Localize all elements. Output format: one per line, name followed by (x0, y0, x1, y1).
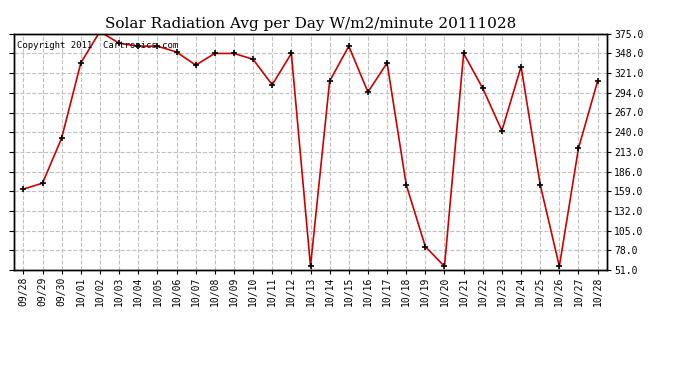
Text: Copyright 2011  Cartronics.com: Copyright 2011 Cartronics.com (17, 41, 178, 50)
Title: Solar Radiation Avg per Day W/m2/minute 20111028: Solar Radiation Avg per Day W/m2/minute … (105, 17, 516, 31)
